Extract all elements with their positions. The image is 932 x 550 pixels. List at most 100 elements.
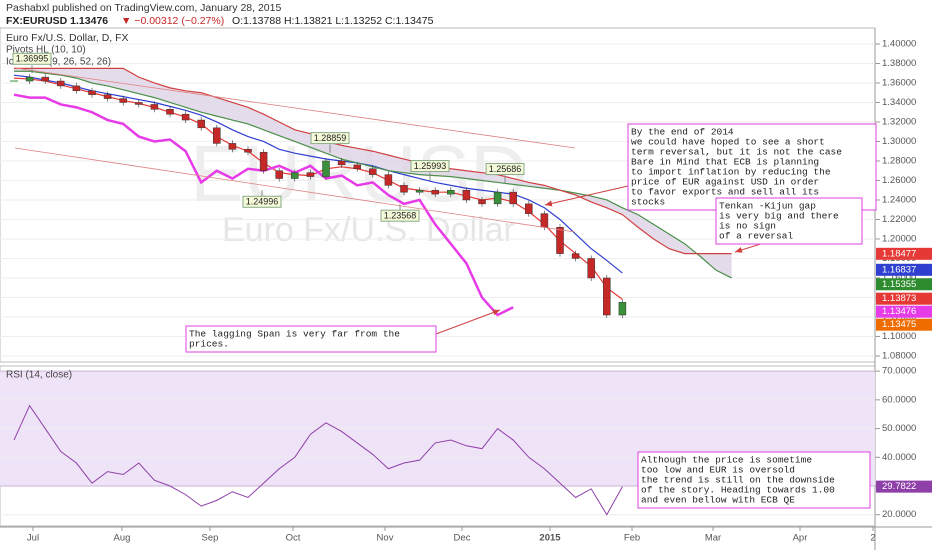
indicator-line <box>13 74 623 274</box>
annotation-text: By the end of 2014 <box>631 127 734 138</box>
candle-body <box>353 164 361 170</box>
candle-body <box>478 199 486 205</box>
pivot-label: 1.28859 <box>314 133 347 143</box>
pivot-label: 1.23568 <box>384 211 417 221</box>
pivot-box <box>380 209 420 222</box>
indicator-label: Pivots HL (10, 10) <box>6 45 86 56</box>
annotation-text: stocks <box>631 197 665 208</box>
last-value-label: 1.13476 <box>882 306 916 317</box>
y-tick-label: 1.16000 <box>882 272 916 283</box>
time-label: 2 <box>870 533 875 544</box>
indicator-line <box>14 67 732 255</box>
candle-body <box>618 302 627 316</box>
candle-body <box>415 189 424 193</box>
symbol: FX:EURUSD 1.13476 <box>6 15 108 27</box>
channel-upper <box>14 67 576 149</box>
candle-body <box>228 143 237 150</box>
pivot-box <box>485 163 525 176</box>
candle-body <box>135 102 143 105</box>
pivot-box <box>310 132 350 145</box>
annotation-text: of the story. Heading towards 1.00 <box>641 485 835 496</box>
candle-body <box>166 109 174 115</box>
y-tick-label: 1.36000 <box>882 77 916 88</box>
y-tick-label: 1.38000 <box>882 58 916 69</box>
candle-body <box>384 174 393 186</box>
annotation-text: of a reversal <box>719 231 793 242</box>
annotation-text: is very big and there <box>719 211 839 222</box>
time-label: Feb <box>624 533 640 544</box>
y-tick-label: 70.0000 <box>882 366 916 377</box>
last-value-label: 1.18477 <box>882 248 916 259</box>
candle-body <box>181 113 190 121</box>
pane-title: Euro Fx/U.S. Dollar, D, FX <box>6 32 129 44</box>
candle-body <box>337 160 346 166</box>
candle-body <box>493 191 502 205</box>
y-tick-label: 1.24000 <box>882 194 916 205</box>
last-value-label: 29.7822 <box>882 481 916 492</box>
annotation-text: Bare in Mind that ECB is planning <box>631 157 819 168</box>
pivot-label: 1.24996 <box>246 197 279 207</box>
y-tick-label: 1.30000 <box>882 136 916 147</box>
y-tick-label: 1.40000 <box>882 39 916 50</box>
time-label: 2015 <box>539 533 561 544</box>
y-tick-label: 1.28000 <box>882 155 916 166</box>
annotation-text: price of EUR against USD in order <box>631 177 819 188</box>
arrow <box>435 309 501 335</box>
annotation-text: we could have hoped to see a short <box>631 137 825 148</box>
candle-body <box>556 227 564 254</box>
time-label: Oct <box>286 533 301 544</box>
candle-body <box>72 85 81 92</box>
last-value-label: 1.13475 <box>882 319 916 330</box>
candle-body <box>603 277 611 316</box>
indicator-label: Ichimoku (9, 26, 52, 26) <box>6 57 111 68</box>
pivot-label: 1.25993 <box>414 161 447 171</box>
candle-body <box>119 98 127 103</box>
candle-body <box>306 172 315 177</box>
time-label: Dec <box>454 533 471 544</box>
candle-body <box>462 189 471 201</box>
time-label: Nov <box>377 533 394 544</box>
candle-body <box>400 185 408 193</box>
candle-body <box>447 189 455 195</box>
candle-body <box>525 203 533 214</box>
annotation-text: The lagging Span is very far from the <box>189 329 400 340</box>
y-tick-label: 1.20000 <box>882 233 916 244</box>
candle-body <box>259 151 268 171</box>
candle-body <box>57 80 65 87</box>
last-value-tag <box>876 305 932 318</box>
annotation-text: too low and EUR is oversold <box>641 465 795 476</box>
last-value-tag <box>876 263 932 276</box>
pivot-label: 1.25686 <box>489 164 522 174</box>
y-tick-label: 1.08000 <box>882 350 916 361</box>
last-value-tag <box>876 247 932 260</box>
watermark-name: Euro Fx/U.S. Dollar <box>222 211 515 249</box>
candle-body <box>587 258 595 279</box>
y-tick-label: 1.26000 <box>882 175 916 186</box>
annotation-box <box>637 451 871 509</box>
annotation-box <box>715 197 863 245</box>
last-value-tag <box>876 480 932 493</box>
candle-body <box>540 213 549 228</box>
time-label: Aug <box>114 533 131 544</box>
pivot-box <box>410 160 450 173</box>
publisher: Pashabxl published on TradingView.com, J… <box>6 2 281 14</box>
time-label: Sep <box>202 533 219 544</box>
annotation-text: Tenkan -Kijun gap <box>719 201 816 212</box>
candle-body <box>25 76 34 82</box>
annotation-box <box>627 123 877 211</box>
annotation-text: Although the price is sometime <box>641 455 812 466</box>
annotation-text: to import inflation by reducing the <box>631 167 831 178</box>
channel-lower <box>14 147 576 233</box>
annotation-text: prices. <box>189 339 229 350</box>
annotation-text: term reversal, but it is not the case <box>631 147 842 158</box>
time-label: Mar <box>705 533 721 544</box>
last-value-tag <box>876 318 932 331</box>
y-tick-label: 1.32000 <box>882 116 916 127</box>
y-tick-label: 20.0000 <box>882 509 916 520</box>
candle-body <box>150 104 159 110</box>
candle-body <box>369 168 377 175</box>
change: ▼ −0.00312 (−0.27%) <box>121 15 224 27</box>
last-value-label: 1.16837 <box>882 264 916 275</box>
candle-body <box>571 253 580 259</box>
